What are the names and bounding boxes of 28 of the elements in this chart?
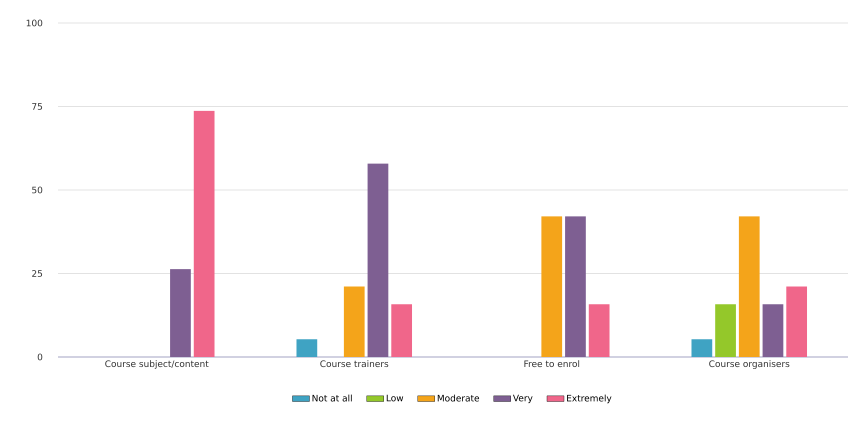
- y-tick-label: 0: [38, 354, 42, 360]
- bar: [391, 304, 412, 357]
- x-tick-label: Course trainers: [320, 360, 388, 368]
- x-tick-label: Free to enrol: [524, 360, 580, 368]
- legend-label: Not at all: [312, 394, 352, 402]
- bar: [170, 269, 191, 357]
- legend-label: Moderate: [438, 394, 480, 402]
- bar: [588, 304, 610, 357]
- legend-label: Low: [386, 394, 404, 402]
- bar: [194, 110, 215, 357]
- bar: [344, 286, 365, 357]
- bar: [565, 216, 586, 357]
- bar: [368, 164, 388, 357]
- y-tick-label: 75: [32, 103, 42, 110]
- bar: [715, 304, 736, 357]
- y-tick-label: 25: [32, 270, 42, 277]
- bar: [762, 304, 784, 357]
- bar: [786, 286, 808, 357]
- x-tick-label: Course organisers: [709, 360, 790, 369]
- bar: [541, 216, 562, 357]
- bar: [738, 216, 760, 357]
- legend-label: Very: [512, 394, 533, 404]
- bar: [691, 339, 712, 357]
- legend-label: Extremely: [567, 394, 612, 404]
- y-tick-label: 100: [26, 20, 42, 26]
- y-tick-label: 50: [32, 186, 42, 194]
- bar: [296, 339, 318, 357]
- x-tick-label: Course subject/content: [105, 360, 209, 369]
